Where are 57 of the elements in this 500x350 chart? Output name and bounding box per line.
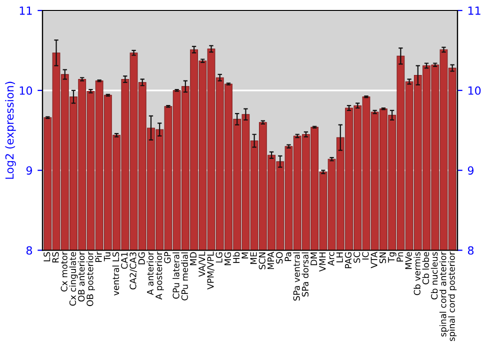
x-tick-label: ME	[250, 252, 257, 264]
x-tick-label: MPA	[268, 252, 274, 270]
x-tick-label: CPu lateral	[172, 252, 180, 299]
x-tick-label: SO	[276, 252, 283, 264]
x-tick-label: VTA	[370, 252, 378, 268]
x-tick-label: M	[242, 252, 248, 258]
x-tick-label: Tu	[104, 252, 110, 262]
x-tick-label: OB posterior	[86, 252, 95, 306]
y2-tick-label: 11	[468, 6, 480, 15]
x-tick-label: Cb vermis	[414, 252, 420, 296]
x-tick-label: Cb nucleus	[430, 252, 438, 300]
x-tick-label: VA/VL	[198, 252, 206, 277]
y2-tick-label: 8	[468, 246, 474, 255]
x-tick-label: LG	[216, 252, 222, 262]
x-tick-label: SPa ventral	[293, 252, 300, 301]
y-axis-title: Log2 (expression)	[5, 82, 16, 179]
x-tick-label: Hb	[232, 252, 240, 263]
x-tick-label: GP	[164, 252, 171, 264]
y-tick-label: 10	[20, 86, 32, 95]
y2-tick-label: 10	[468, 86, 481, 95]
x-tick-label: MG	[224, 252, 232, 266]
x-tick-label: IC	[362, 252, 369, 260]
x-tick-label: SN	[379, 252, 386, 264]
x-tick-label: Cb lobe	[422, 252, 430, 284]
x-tick-label: spinal cord posterior	[448, 252, 457, 342]
x-tick-label: ventral LS	[112, 252, 120, 296]
x-tick-label: OB anterior	[78, 252, 85, 302]
x-tick-label: VPM/VPL	[207, 252, 214, 290]
x-tick-label: VMH	[319, 252, 326, 272]
x-tick-label: Pir	[95, 252, 102, 262]
x-tick-label: CA1	[121, 252, 128, 269]
x-tick-label: CA2/CA3	[130, 252, 137, 290]
x-tick-label: A posterior	[155, 252, 164, 300]
x-tick-label: Cx cingulate	[69, 252, 78, 306]
x-tick-label: A anterior	[146, 252, 154, 296]
x-tick-label: CPu medial	[181, 252, 188, 300]
x-tick-label: spinal cord anterior	[439, 252, 448, 336]
x-tick-label: RS	[52, 252, 59, 262]
y-tick-label: 9	[26, 166, 32, 175]
x-tick-label: Tg	[388, 252, 396, 263]
x-tick-label: PAG	[344, 252, 352, 268]
x-tick-label: LH	[336, 252, 343, 262]
x-tick-label: SC	[354, 252, 360, 263]
y-tick-label: 8	[26, 246, 32, 255]
x-tick-label: Arc	[328, 252, 334, 266]
x-tick-label: DM	[310, 252, 317, 266]
x-tick-label: MVe	[405, 252, 412, 270]
y2-tick-label: 9	[468, 166, 474, 175]
x-tick-label: LS	[44, 252, 50, 262]
x-tick-label: Cx motor	[60, 252, 68, 292]
x-tick-label: Pa	[284, 252, 292, 262]
x-tick-label: MD	[190, 252, 196, 266]
x-tick-label: DG	[138, 252, 145, 264]
x-tick-label: SPa dorsal	[302, 252, 309, 296]
x-tick-label: SCN	[258, 252, 266, 270]
y-tick-label: 11	[20, 6, 32, 15]
x-tick-label: Pn	[396, 252, 404, 262]
